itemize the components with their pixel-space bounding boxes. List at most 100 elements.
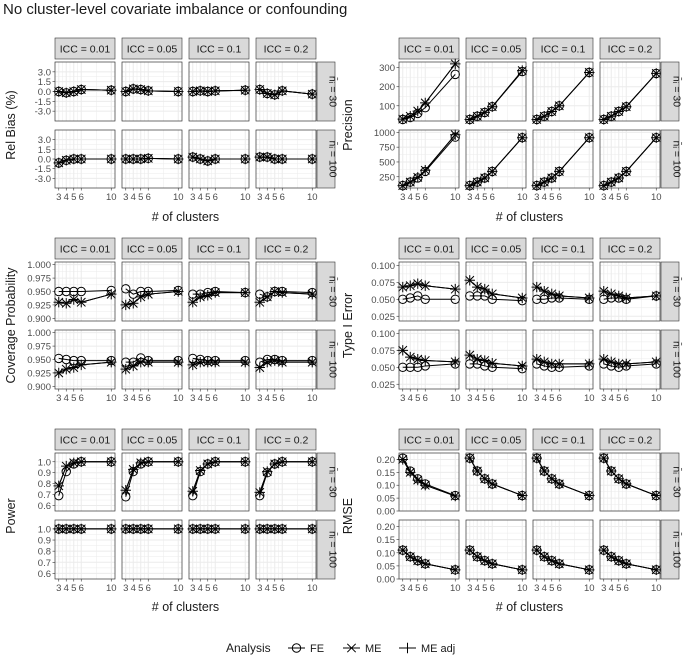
chart-rmse-panel-icc-0-1-row2-series-me-adj-point-plus xyxy=(539,551,550,562)
chart-type-i-error-x-tick-label: 3 xyxy=(400,393,405,404)
chart-coverage-probability-panel-icc-0-1-row1-series-me-adj-point xyxy=(210,287,221,298)
chart-coverage-probability-panel-icc-0-2-row2-series-me-adj-point-plus xyxy=(277,356,288,368)
chart-rmse-panel-icc-0-1-row2 xyxy=(531,519,595,580)
chart-coverage-probability-x-tick-label: 6 xyxy=(79,393,84,404)
chart-type-i-error-panel-icc-0-01-row1-series-fe-point-circle xyxy=(420,294,430,304)
chart-rel-bias-panel-icc-0-05-row1-border xyxy=(121,61,183,122)
chart-precision-panel-icc-0-2-row2 xyxy=(598,129,662,191)
chart-power-x-tick-label: 10 xyxy=(173,583,184,594)
chart-rmse-y-tick-label: 0.05 xyxy=(377,494,396,505)
chart-rmse-row-strip-label-2: n̄ᵢ = 100 xyxy=(671,531,684,568)
chart-power-y-tick-label: 0.6 xyxy=(38,501,51,512)
chart-rmse-x-tick-label: 4 xyxy=(475,583,480,594)
chart-rmse-panel-icc-0-1-row1-series-me-adj-point xyxy=(546,473,557,484)
chart-coverage-probability-x-tick-label: 4 xyxy=(64,393,69,404)
chart-coverage-probability-x-tick-label: 6 xyxy=(213,393,218,404)
chart-coverage-probability-panel-icc-0-2-row1-series-me-adj-point xyxy=(262,291,273,303)
chart-coverage-probability-panel-icc-0-2-row2-series-me-adj-point xyxy=(262,356,273,368)
chart-precision-strip-bg xyxy=(532,37,594,60)
chart-type-i-error-strip-bg xyxy=(465,237,527,260)
chart-precision-panel-icc-0-05-row1-series-me-adj-point xyxy=(487,101,498,112)
chart-coverage-probability-panel-icc-0-01-row2-series-fe-point-circle xyxy=(54,353,64,364)
chart-precision-panel-icc-0-05-row2-series-me-adj-point-plus xyxy=(479,172,490,184)
chart-rmse-panel-icc-0-01-row2-series-me-adj-point xyxy=(412,555,423,566)
chart-rmse-x-tick-label: 10 xyxy=(584,583,595,594)
chart-rel-bias-x-tick-label: 3 xyxy=(123,192,128,203)
chart-rel-bias-panel-icc-0-1-row2-series-me-adj-point-plus xyxy=(210,153,221,165)
chart-rmse-x-tick-label: 6 xyxy=(423,583,428,594)
chart-rmse-panel-icc-0-01-row2-series-me-adj-point xyxy=(405,551,416,562)
chart-coverage-probability-panel-icc-0-01-row1-series-fe-point xyxy=(76,286,86,297)
chart-type-i-error-panel-icc-0-2-row1-series-me-adj-point-plus xyxy=(606,288,617,300)
chart-precision-panel-icc-0-05-row2-series-me-adj-point-plus xyxy=(472,176,483,188)
chart-precision-x-tick-label: 6 xyxy=(423,192,428,203)
chart-power-panel-icc-0-05-row1-series-me-adj-point xyxy=(128,464,139,475)
chart-coverage-probability-x-tick-label: 3 xyxy=(56,393,61,404)
legend-item-me-marker-x xyxy=(346,643,357,653)
chart-power-panel-icc-0-2-row1-series-me-adj-point xyxy=(269,458,280,470)
chart-rel-bias-panel-icc-0-2-row1 xyxy=(254,61,318,122)
chart-precision-panel-icc-0-1-row1-series-me-adj-point xyxy=(554,100,565,111)
legend-item-fe: FE xyxy=(288,643,324,655)
chart-rel-bias-panel-icc-0-2-row1-series-me-adj-point-plus xyxy=(269,89,280,100)
chart-rel-bias-x-tick-label: 4 xyxy=(64,192,69,203)
chart-precision-panel-icc-0-05-row1-series-me-adj-point xyxy=(472,111,483,122)
chart-type-i-error-y-tick-label: 0.100 xyxy=(371,261,395,272)
chart-rmse-panel-icc-0-01-row2-series-me-adj-point-plus xyxy=(412,555,423,566)
chart-power-strip-bg xyxy=(255,428,317,451)
chart-coverage-probability-x-tick-label: 4 xyxy=(265,393,270,404)
chart-rel-bias-panel-icc-0-2-row2-series-me-adj-point xyxy=(277,153,288,165)
chart-rel-bias-panel-icc-0-1-row1-border xyxy=(188,61,250,122)
chart-rmse-y-tick-label: 0.00 xyxy=(377,575,396,586)
chart-type-i-error-panel-icc-0-2-row2-series-me-adj-point-plus xyxy=(606,356,617,368)
chart-power-panel-icc-0-2-row2 xyxy=(254,519,318,580)
chart-type-i-error-x-tick-label: 5 xyxy=(482,393,487,404)
chart-rel-bias-panel-icc-0-05-row2-series-me-adj-point-plus xyxy=(135,153,146,165)
chart-power-panel-icc-0-05-row1-series-me-adj-point-plus xyxy=(128,464,139,475)
chart-rel-bias-x-tick-label: 4 xyxy=(265,192,270,203)
chart-coverage-probability-panel-icc-0-01-row1-series-fe-point-circle xyxy=(76,286,86,297)
chart-power-panel-icc-0-05-row2-border xyxy=(121,519,183,580)
chart-rmse-panel-icc-0-05-row2-series-me-adj-point-plus xyxy=(487,558,498,569)
chart-precision-panel-icc-0-05-row1-border xyxy=(465,61,527,122)
chart-type-i-error-row-strip-bg xyxy=(660,329,680,390)
chart-power-panel-icc-0-05-row1-series-me-adj-point xyxy=(135,457,146,469)
chart-coverage-probability-panel-icc-0-01-row1-series-me-adj-point-plus xyxy=(68,294,79,305)
chart-precision-panel-icc-0-1-row2-border xyxy=(532,129,594,189)
chart-rmse-x-tick-label: 10 xyxy=(651,583,662,594)
chart-precision-y-tick-label: 500 xyxy=(379,157,395,168)
chart-rel-bias-y-tick-label: 3.0 xyxy=(38,67,51,78)
chart-precision-panel-icc-0-05-row1-series-me-adj-point-plus xyxy=(487,101,498,112)
chart-rel-bias-x-tick-label: 10 xyxy=(106,192,117,203)
chart-power-panel-icc-0-2-row2-border xyxy=(255,519,317,580)
chart-type-i-error-y-tick-label: 0.050 xyxy=(371,295,395,306)
chart-power: Power ICC = 0.01 ICC = 0.05 ICC = 0.1 ICC = … xyxy=(4,428,339,614)
chart-power-x-tick-label: 6 xyxy=(280,583,285,594)
chart-type-i-error-panel-icc-0-05-row2 xyxy=(464,329,528,390)
chart-type-i-error-panel-icc-0-01-row2-series-me-adj-point-plus xyxy=(420,355,431,366)
chart-rmse-strip-bg xyxy=(465,428,527,451)
chart-rel-bias-panel-icc-0-01-row1-series-me-adj-point-plus xyxy=(61,87,72,99)
chart-type-i-error-panel-icc-0-2-row1-series-me-adj-point-plus xyxy=(621,292,632,304)
chart-rel-bias-x-tick-label: 4 xyxy=(131,192,136,203)
chart-rmse-panel-icc-0-05-row2-border xyxy=(465,519,527,580)
chart-precision-panel-icc-0-1-row1-series-me-adj-point-plus xyxy=(546,106,557,117)
chart-precision-panel-icc-0-01-row1-series-fe-point-circle xyxy=(450,69,460,80)
chart-rel-bias-y-tick-label: 1.5 xyxy=(38,77,51,88)
chart-rel-bias-panel-icc-0-01-row1-border xyxy=(54,61,116,122)
chart-type-i-error-panel-icc-0-05-row1-series-me-adj-point-plus xyxy=(479,283,490,295)
chart-precision-panel-icc-0-05-row1-series-me-adj-point xyxy=(479,107,490,118)
chart-type-i-error-panel-icc-0-05-row2-series-me-adj-point-plus xyxy=(479,355,490,366)
chart-rel-bias-panel-icc-0-2-row1-series-me-adj-point-plus xyxy=(262,88,273,99)
chart-rmse-panel-icc-0-1-row2-series-me-adj-point-plus xyxy=(554,558,565,569)
chart-coverage-probability-panel-icc-0-01-row1-series-fe-line xyxy=(58,289,112,292)
chart-precision-x-tick-label: 5 xyxy=(549,192,554,203)
chart-type-i-error-x-tick-label: 3 xyxy=(601,393,606,404)
chart-coverage-probability-x-tick-label: 10 xyxy=(240,393,251,404)
chart-rel-bias-panel-icc-0-2-row1-border xyxy=(255,61,317,122)
chart-rmse-x-tick-label: 5 xyxy=(616,583,621,594)
chart-rel-bias-panel-icc-0-01-row1 xyxy=(53,61,117,122)
chart-type-i-error-panel-icc-0-1-row1-series-me-adj-point-plus xyxy=(546,288,557,300)
chart-rel-bias-x-axis-title: # of clusters xyxy=(152,210,219,224)
chart-precision-x-tick-label: 6 xyxy=(557,192,562,203)
